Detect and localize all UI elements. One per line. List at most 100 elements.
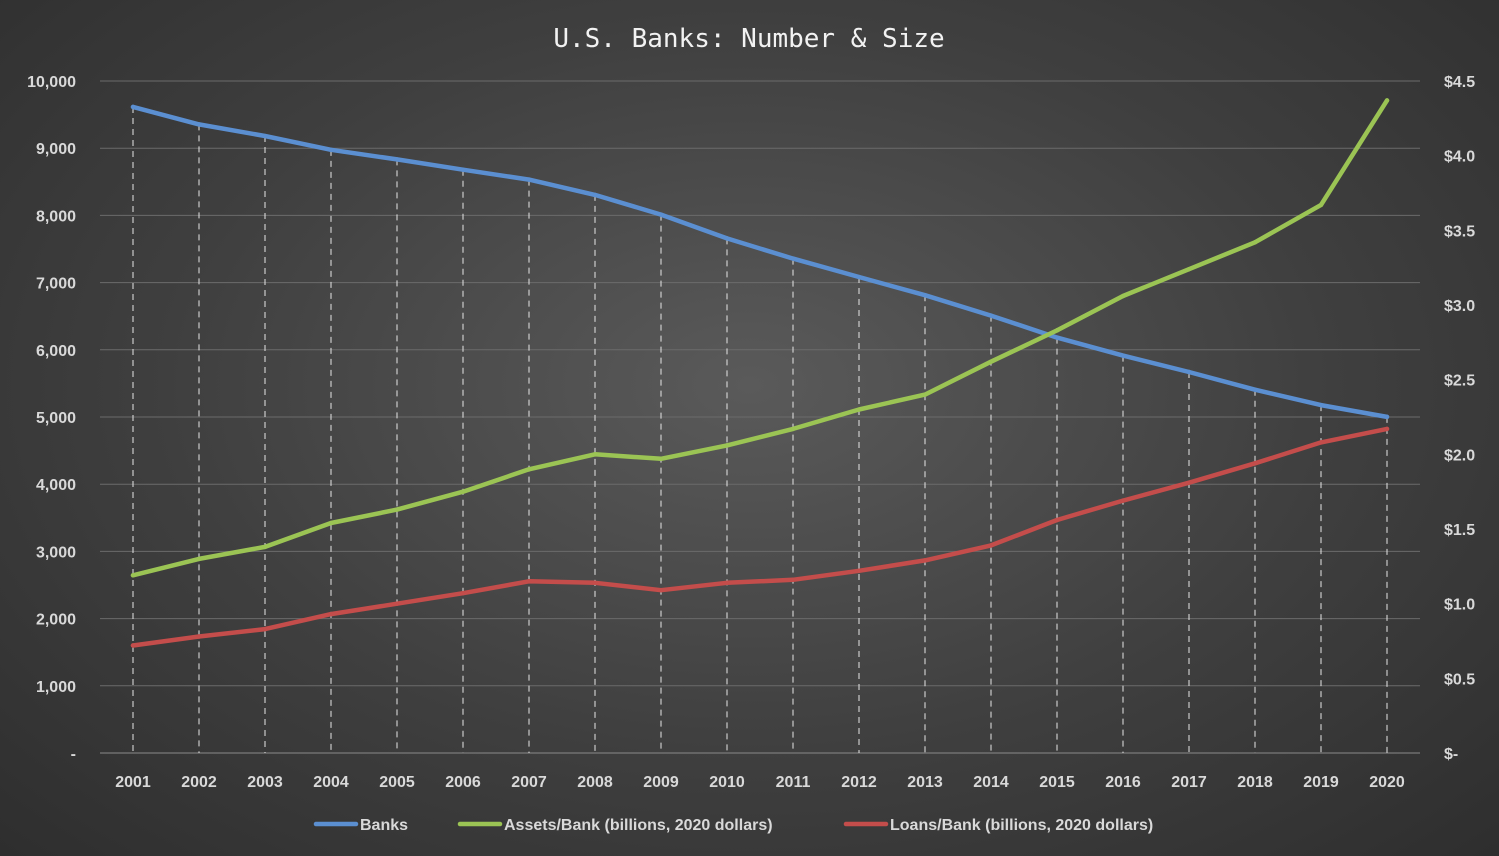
data-point <box>526 467 532 472</box>
data-point <box>856 274 862 280</box>
data-point <box>658 212 664 217</box>
y-left-tick-label: 3,000 <box>36 544 76 561</box>
data-point <box>922 293 928 298</box>
x-tick-label: 2011 <box>776 774 811 791</box>
data-point <box>196 556 202 562</box>
data-point <box>1186 266 1192 272</box>
data-point <box>856 407 862 412</box>
x-tick-label: 2013 <box>907 774 943 791</box>
data-point <box>1186 369 1192 375</box>
x-tick-label: 2006 <box>445 774 481 791</box>
y-right-tick-label: $4.5 <box>1444 74 1475 91</box>
x-tick-label: 2002 <box>181 774 217 791</box>
x-tick-label: 2010 <box>709 774 745 791</box>
y-right-tick-label: $2.5 <box>1444 373 1475 390</box>
data-point <box>658 588 664 593</box>
data-point <box>328 520 334 526</box>
y-left-tick-label: 10,000 <box>27 74 76 91</box>
data-point <box>130 573 136 578</box>
data-point <box>460 167 466 172</box>
data-point <box>1054 517 1060 523</box>
data-point <box>328 611 334 617</box>
series-line-0 <box>130 104 1390 420</box>
x-tick-label: 2007 <box>511 774 547 791</box>
data-point <box>130 104 136 110</box>
x-tick-label: 2001 <box>115 774 151 791</box>
y-right-tick-label: $4.0 <box>1444 149 1475 166</box>
x-tick-label: 2003 <box>247 774 283 791</box>
data-point <box>592 580 598 585</box>
x-tick-label: 2009 <box>643 774 679 791</box>
data-point <box>394 507 400 512</box>
y-left-tick-label: 6,000 <box>36 343 76 360</box>
legend-label: Loans/Bank (billions, 2020 dollars) <box>890 817 1153 834</box>
data-point <box>1252 461 1258 466</box>
data-point <box>394 601 400 606</box>
data-point <box>658 456 664 462</box>
data-point <box>724 443 730 448</box>
legend: Banks Assets/Bank (billions, 2020 dollars… <box>313 817 1153 834</box>
data-point <box>1318 202 1324 208</box>
y-left-tick-label: 5,000 <box>36 410 76 427</box>
data-point <box>1120 353 1126 358</box>
data-point <box>922 558 928 563</box>
y-left-tick-label: 8,000 <box>36 208 76 225</box>
y-right-tick-label: $1.0 <box>1444 597 1475 614</box>
y-left-tick-label: - <box>71 746 76 763</box>
x-tick-label: 2017 <box>1171 774 1207 791</box>
y-right-tick-label: $0.5 <box>1444 671 1475 688</box>
y-left-tick-label: 1,000 <box>36 679 76 696</box>
data-point <box>1252 240 1258 245</box>
data-point <box>526 579 532 584</box>
data-point <box>460 591 466 596</box>
y-axis-right: $- $0.5 $1.0 $1.5 $2.0 $2.5 $3.0 $3.5 $4.0 $4.5 <box>1444 74 1475 763</box>
series-layer <box>130 98 1390 648</box>
vertical-gridlines <box>132 106 1388 753</box>
y-right-tick-label: $3.0 <box>1444 298 1475 315</box>
data-point <box>790 256 796 261</box>
data-point <box>1318 440 1324 445</box>
data-point <box>1120 498 1126 503</box>
x-tick-label: 2004 <box>313 774 349 791</box>
data-point <box>1318 402 1324 408</box>
data-point <box>724 580 730 585</box>
data-point <box>724 236 730 241</box>
data-point <box>262 626 268 632</box>
data-point <box>592 192 598 198</box>
y-left-tick-label: 7,000 <box>36 276 76 293</box>
x-tick-label: 2020 <box>1369 774 1405 791</box>
data-point <box>1384 414 1390 420</box>
data-point <box>1054 328 1060 333</box>
data-point <box>922 392 928 397</box>
y-right-tick-label: $- <box>1444 746 1458 763</box>
data-point <box>1054 335 1060 340</box>
x-tick-label: 2012 <box>841 774 877 791</box>
y-right-tick-label: $2.0 <box>1444 447 1475 464</box>
y-axis-left: - 1,000 2,000 3,000 4,000 5,000 6,000 7,000 8,00… <box>27 74 76 763</box>
data-point <box>262 133 268 139</box>
legend-label: Assets/Bank (billions, 2020 dollars) <box>504 817 773 834</box>
data-point <box>262 544 268 550</box>
data-point <box>1384 98 1390 103</box>
data-point <box>130 643 136 648</box>
data-point <box>856 568 862 574</box>
y-left-tick-label: 9,000 <box>36 141 76 158</box>
x-axis: 2001 2002 2003 2004 2005 2006 2007 2008 2009 2010… <box>115 774 1405 791</box>
x-tick-label: 2008 <box>577 774 613 791</box>
y-right-tick-label: $1.5 <box>1444 522 1475 539</box>
data-point <box>592 452 598 457</box>
data-point <box>196 122 202 127</box>
data-point <box>526 177 532 182</box>
y-left-tick-label: 4,000 <box>36 477 76 494</box>
series-line-1 <box>130 98 1390 578</box>
data-point <box>988 359 994 364</box>
data-point <box>1186 480 1192 485</box>
data-point <box>1120 293 1126 299</box>
x-tick-label: 2014 <box>973 774 1009 791</box>
data-point <box>1384 426 1390 432</box>
data-point <box>988 543 994 548</box>
legend-label: Banks <box>360 817 408 834</box>
x-tick-label: 2019 <box>1303 774 1339 791</box>
data-point <box>328 147 334 153</box>
